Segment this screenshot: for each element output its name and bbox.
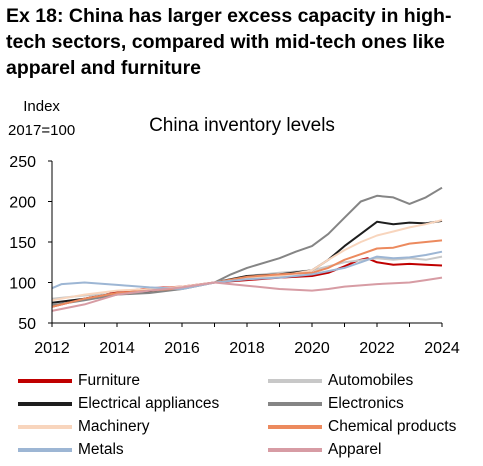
- legend-label: Metals: [78, 441, 124, 458]
- series-line-furniture: [51, 257, 443, 308]
- x-tick-label: 2014: [99, 340, 135, 357]
- series-line-apparel: [51, 276, 443, 312]
- legend-item: Metals: [18, 439, 124, 461]
- y-tick-label: 100: [9, 276, 36, 293]
- legend-item: Automobiles: [268, 370, 413, 392]
- legend-label: Automobiles: [328, 372, 414, 389]
- x-tick-label: 2012: [34, 340, 70, 357]
- y-tick-label: 50: [18, 316, 36, 333]
- y-axis-label: Index 2017=100: [8, 95, 75, 143]
- chart-title: Ex 18: China has larger excess capacity …: [6, 5, 452, 79]
- series-line-metals: [51, 250, 443, 290]
- legend-swatch: [268, 402, 322, 406]
- legend-label: Electronics: [328, 395, 404, 412]
- x-tick-label: 2020: [294, 340, 330, 357]
- legend-swatch: [268, 448, 322, 452]
- y-tick-label: 200: [9, 195, 36, 212]
- legend-label: Furniture: [78, 372, 141, 389]
- legend-swatch: [268, 425, 322, 429]
- legend-item: Machinery: [18, 416, 150, 438]
- y-tick-label: 150: [9, 235, 36, 252]
- legend-swatch: [18, 448, 72, 452]
- legend-item: Furniture: [18, 370, 140, 392]
- x-tick-label: 2016: [164, 340, 200, 357]
- legend-item: Chemical products: [268, 416, 456, 438]
- legend-swatch: [18, 425, 72, 429]
- axis-layer: 50 100 150 200 250 2012 2014 2016 2018 2020 2022 20…: [9, 154, 460, 357]
- legend-label: Chemical products: [328, 418, 457, 435]
- line-chart: China inventory levels 50 100 150 200 250 201…: [9, 115, 460, 357]
- legend-item: Electronics: [268, 393, 404, 415]
- series-line-machinery: [51, 219, 443, 302]
- series-line-electronics: [51, 186, 443, 307]
- legend-item: Electrical appliances: [18, 393, 219, 415]
- series-layer: [51, 186, 443, 312]
- legend-label: Machinery: [78, 418, 150, 435]
- chart-subtitle: China inventory levels: [149, 115, 335, 136]
- legend-item: Apparel: [268, 439, 381, 461]
- x-tick-label: 2018: [229, 340, 265, 357]
- y-axis-label-line1: Index: [23, 98, 60, 115]
- legend-label: Electrical appliances: [78, 395, 220, 412]
- legend-swatch: [18, 379, 72, 383]
- legend-label: Apparel: [328, 441, 382, 458]
- x-tick-label: 2022: [359, 340, 395, 357]
- legend-swatch: [18, 402, 72, 406]
- legend-swatch: [268, 379, 322, 383]
- x-tick-label: 2024: [424, 340, 460, 357]
- y-axis-label-line2: 2017=100: [8, 122, 76, 139]
- y-tick-label: 250: [9, 154, 36, 171]
